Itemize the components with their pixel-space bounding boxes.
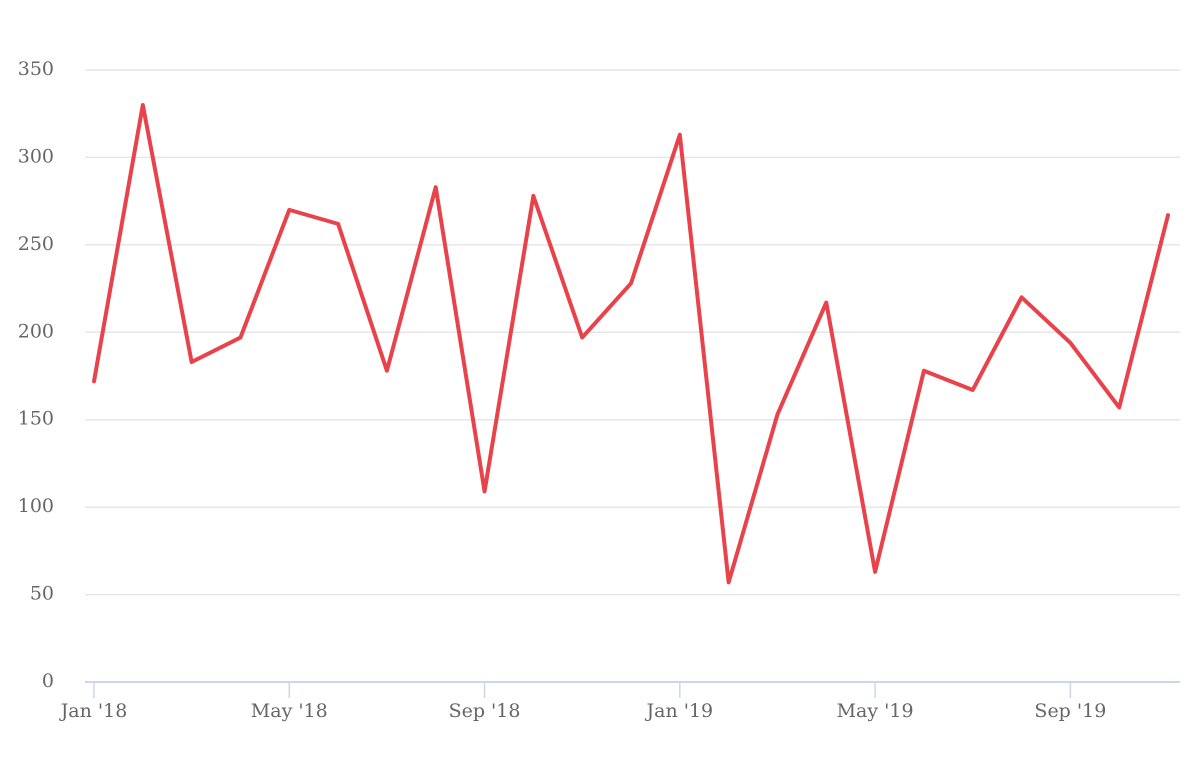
x-tick-label: Sep '18 [449,700,521,722]
y-tick-label: 100 [18,495,54,517]
x-tick-label: Jan '19 [645,700,714,722]
y-tick-label: 350 [18,58,54,80]
x-tick-label: Sep '19 [1034,700,1106,722]
y-tick-label: 300 [18,145,54,167]
y-tick-label: 0 [42,670,54,692]
y-tick-label: 150 [18,408,54,430]
y-tick-label: 200 [18,320,54,342]
y-tick-label: 50 [30,583,54,605]
x-tick-label: May '18 [251,700,328,722]
x-tick-label: May '19 [837,700,914,722]
x-tick-label: Jan '18 [59,700,128,722]
y-tick-label: 250 [18,233,54,255]
line [92,102,1170,585]
